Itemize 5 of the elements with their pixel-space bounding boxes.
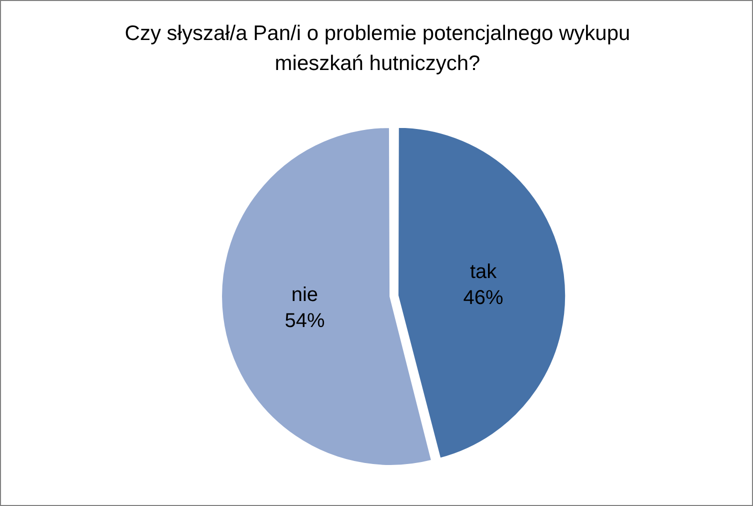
data-label: 46% [463,287,504,310]
chart-title: Czy słyszał/a Pan/i o problemie potencjalnego wykupu mieszkań hutniczych? [124,21,632,77]
slice-label: nie [291,284,318,306]
data-label: 54% [284,310,325,332]
slice-label: tak [470,261,498,284]
